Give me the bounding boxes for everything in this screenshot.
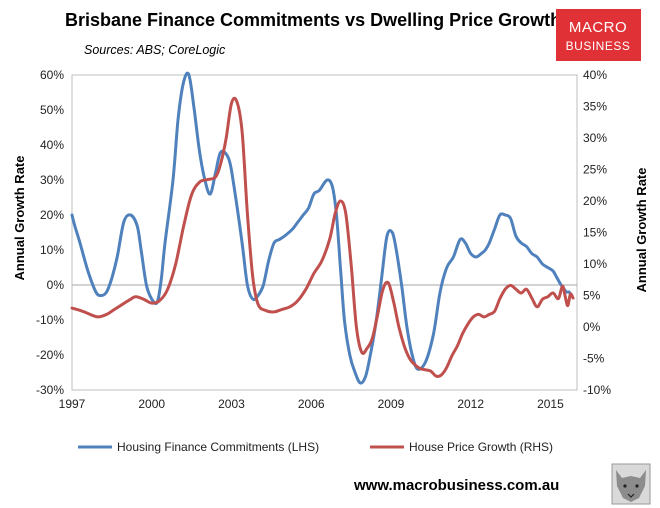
- chart-subtitle: Sources: ABS; CoreLogic: [84, 43, 226, 57]
- x-tick-label: 2009: [378, 397, 405, 411]
- left-tick-label: 50%: [40, 103, 64, 117]
- right-tick-label: 10%: [583, 257, 607, 271]
- right-tick-label: 40%: [583, 68, 607, 82]
- right-tick-label: 30%: [583, 131, 607, 145]
- logo-line-1: MACRO: [569, 19, 627, 36]
- left-axis-title: Annual Growth Rate: [12, 156, 27, 281]
- series-line-house-price: [70, 96, 575, 378]
- right-tick-label: -10%: [583, 383, 611, 397]
- left-tick-label: -10%: [36, 313, 64, 327]
- x-tick-label: 2015: [537, 397, 564, 411]
- left-tick-label: 0%: [47, 278, 65, 292]
- left-tick-label: 20%: [40, 208, 64, 222]
- legend: Housing Finance Commitments (LHS) House …: [78, 440, 553, 454]
- left-tick-label: 60%: [40, 68, 64, 82]
- left-tick-label: -30%: [36, 383, 64, 397]
- logo: MACRO BUSINESS: [556, 9, 641, 61]
- right-tick-label: 35%: [583, 100, 607, 114]
- plot-area: [71, 74, 578, 391]
- wolf-icon: [611, 463, 651, 505]
- legend-label-house-price: House Price Growth (RHS): [409, 440, 553, 454]
- website-url: www.macrobusiness.com.au: [353, 477, 559, 494]
- legend-label-housing-finance: Housing Finance Commitments (LHS): [117, 440, 319, 454]
- series-line-housing-finance: [70, 71, 574, 385]
- right-tick-label: 25%: [583, 163, 607, 177]
- left-tick-label: 40%: [40, 138, 64, 152]
- x-tick-label: 2000: [138, 397, 165, 411]
- x-tick-label: 2006: [298, 397, 325, 411]
- chart-title: Brisbane Finance Commitments vs Dwelling…: [65, 10, 561, 30]
- logo-line-2: BUSINESS: [566, 39, 631, 53]
- right-tick-label: -5%: [583, 352, 605, 366]
- right-axis-title: Annual Growth Rate: [634, 168, 649, 293]
- x-axis: 1997 2000 2003 2006 2009 2012 2015: [59, 397, 564, 411]
- right-tick-label: 15%: [583, 226, 607, 240]
- left-tick-label: -20%: [36, 348, 64, 362]
- left-axis: -30% -20% -10% 0% 10% 20% 30% 40% 50% 60%: [36, 68, 64, 397]
- right-axis: -10% -5% 0% 5% 10% 15% 20% 25% 30% 35% 40%: [583, 68, 611, 397]
- right-tick-label: 0%: [583, 320, 601, 334]
- left-tick-label: 30%: [40, 173, 64, 187]
- right-tick-label: 20%: [583, 194, 607, 208]
- right-tick-label: 5%: [583, 289, 601, 303]
- x-tick-label: 1997: [59, 397, 86, 411]
- x-tick-label: 2012: [457, 397, 484, 411]
- x-tick-label: 2003: [218, 397, 245, 411]
- logo-background: [556, 9, 641, 61]
- left-tick-label: 10%: [40, 243, 64, 257]
